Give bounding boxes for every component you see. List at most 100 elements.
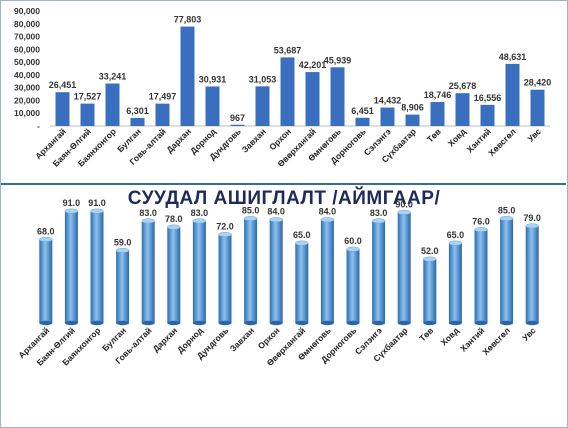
chart2-value-label: 52.0 <box>421 246 439 256</box>
chart2-value-label: 91.0 <box>88 198 106 208</box>
chart2-bar-base <box>116 320 130 326</box>
chart2-value-label: 68.0 <box>37 226 55 236</box>
chart2-bar <box>269 219 283 323</box>
chart2-value-label: 84.0 <box>319 207 337 217</box>
chart1-bar <box>80 103 95 126</box>
chart2-bar-base <box>397 320 411 326</box>
chart2-bar-base <box>372 320 386 326</box>
chart2-category-labels: АрхангайБаян-ӨлгийБаянхонгорБулганГовь-а… <box>16 325 537 368</box>
chart1-bars <box>55 26 545 127</box>
chart1-value-label: 48,631 <box>499 52 527 62</box>
chart1-value-label: 31,053 <box>249 74 277 84</box>
chart2-value-label: 72.0 <box>216 221 234 231</box>
chart1-y-tick-label: 40,000 <box>14 70 40 80</box>
chart1-value-label: 16,556 <box>474 93 502 103</box>
chart2-value-label: 76.0 <box>472 217 490 227</box>
chart1-y-tick-label: 70,000 <box>14 32 40 42</box>
chart2-bar <box>192 220 206 323</box>
chart2-category-label: Увс <box>520 325 538 343</box>
chart2-value-label: 79.0 <box>523 213 541 223</box>
chart2-bar <box>295 243 309 323</box>
chart2-bar-top <box>525 223 539 229</box>
chart2-bar-base <box>500 320 514 326</box>
chart2-bar-top <box>64 208 79 214</box>
chart2-bar-top <box>167 224 181 230</box>
chart1-bar <box>530 89 545 126</box>
chart2-bar-base <box>269 320 283 326</box>
chart2-bar <box>372 220 386 323</box>
chart2-bar-top <box>397 209 411 215</box>
chart2-bar-top <box>423 256 437 262</box>
chart1-y-tick-label: 50,000 <box>14 57 40 67</box>
chart2-bar-base <box>244 320 258 326</box>
chart2-bar-base <box>448 320 462 326</box>
chart2-bar-top <box>320 217 335 223</box>
chart2-bar-top <box>39 236 53 242</box>
chart2-bar-top <box>192 218 207 224</box>
chart1-value-label: 77,803 <box>174 15 202 25</box>
chart2-bar <box>39 239 53 323</box>
chart2-bar-base <box>423 320 437 326</box>
chart2-category-label: Ховд <box>439 325 462 348</box>
chart1-bar <box>130 117 145 126</box>
chart2-value-label: 65.0 <box>293 230 311 240</box>
chart1-bar <box>355 117 370 126</box>
revenue-bar-chart: 90,000 80,000 70,000 60,000 50,000 40,000 30,0… <box>14 6 552 169</box>
chart1-value-label: 30,931 <box>199 74 227 84</box>
chart1-bar <box>55 92 70 126</box>
chart2-value-label: 83.0 <box>191 208 209 218</box>
chart2-bar-base <box>64 320 78 326</box>
chart2-category-label: Дархан <box>151 325 180 354</box>
chart1-bar <box>105 83 120 126</box>
chart1-y-tick-label: 60,000 <box>14 44 40 54</box>
chart1-bar <box>330 67 345 126</box>
chart2-category-label: Төв <box>417 325 435 343</box>
chart2-bar <box>500 218 514 323</box>
chart2-bar-base <box>167 320 181 326</box>
chart2-bar-base <box>474 320 488 326</box>
chart1-value-label: 28,420 <box>524 78 552 88</box>
chart2-bar-base <box>218 320 232 326</box>
chart2-value-label: 85.0 <box>498 205 516 215</box>
chart1-bar <box>230 124 245 126</box>
chart1-bar <box>455 93 470 126</box>
chart2-bar <box>346 249 360 323</box>
chart1-value-label: 42,201 <box>299 60 327 70</box>
chart1-bar <box>155 103 170 126</box>
chart1-value-label: 33,241 <box>99 72 127 82</box>
chart2-bar-top <box>448 240 463 246</box>
chart2-bar <box>448 243 462 323</box>
chart2-bar <box>474 229 488 323</box>
chart2-value-label: 60.0 <box>344 236 362 246</box>
chart2-value-label: 78.0 <box>165 214 183 224</box>
chart2-bar <box>167 227 181 323</box>
chart1-value-label: 8,906 <box>401 103 424 113</box>
chart1-bar <box>205 86 220 126</box>
chart2-bar-base <box>141 320 155 326</box>
chart2-bar-base <box>295 320 309 326</box>
chart2-category-label: Хөвсгөл <box>480 325 512 357</box>
chart1-bar <box>255 86 270 126</box>
chart1-value-label: 45,939 <box>324 55 352 65</box>
chart1-value-label: 17,527 <box>74 92 102 102</box>
chart2-bar-top <box>141 218 155 224</box>
chart1-category-label: Хөвсгөл <box>486 126 518 158</box>
chart1-value-label: 14,432 <box>374 96 402 106</box>
chart2-title: СУУДАЛ АШИГЛАЛТ /АЙМГААР/ <box>127 188 441 209</box>
occupancy-bar-chart: 68.0 91.0 91.0 59.0 83.0 78.0 83.0 72.0 85.0 84.0… <box>16 198 541 368</box>
chart1-bar <box>430 102 445 126</box>
chart2-bar <box>116 250 130 323</box>
chart2-bar <box>244 218 258 323</box>
chart2-value-label: 83.0 <box>370 208 388 218</box>
chart1-bar <box>380 107 395 126</box>
chart1-value-label: 53,687 <box>274 45 302 55</box>
chart2-bar-top <box>474 227 488 232</box>
chart1-value-label: 967 <box>230 113 245 123</box>
chart1-category-labels: АрхангайБаян-ӨлгийБаянхонгорБулганГовь-а… <box>33 126 543 169</box>
chart2-bar-top <box>269 217 283 223</box>
chart2-bar-base <box>525 320 539 326</box>
chart1-y-tick-label: 80,000 <box>14 19 40 29</box>
chart2-value-label: 85.0 <box>242 205 260 215</box>
chart2-bar <box>218 234 232 323</box>
chart1-category-label: Увс <box>525 126 543 144</box>
